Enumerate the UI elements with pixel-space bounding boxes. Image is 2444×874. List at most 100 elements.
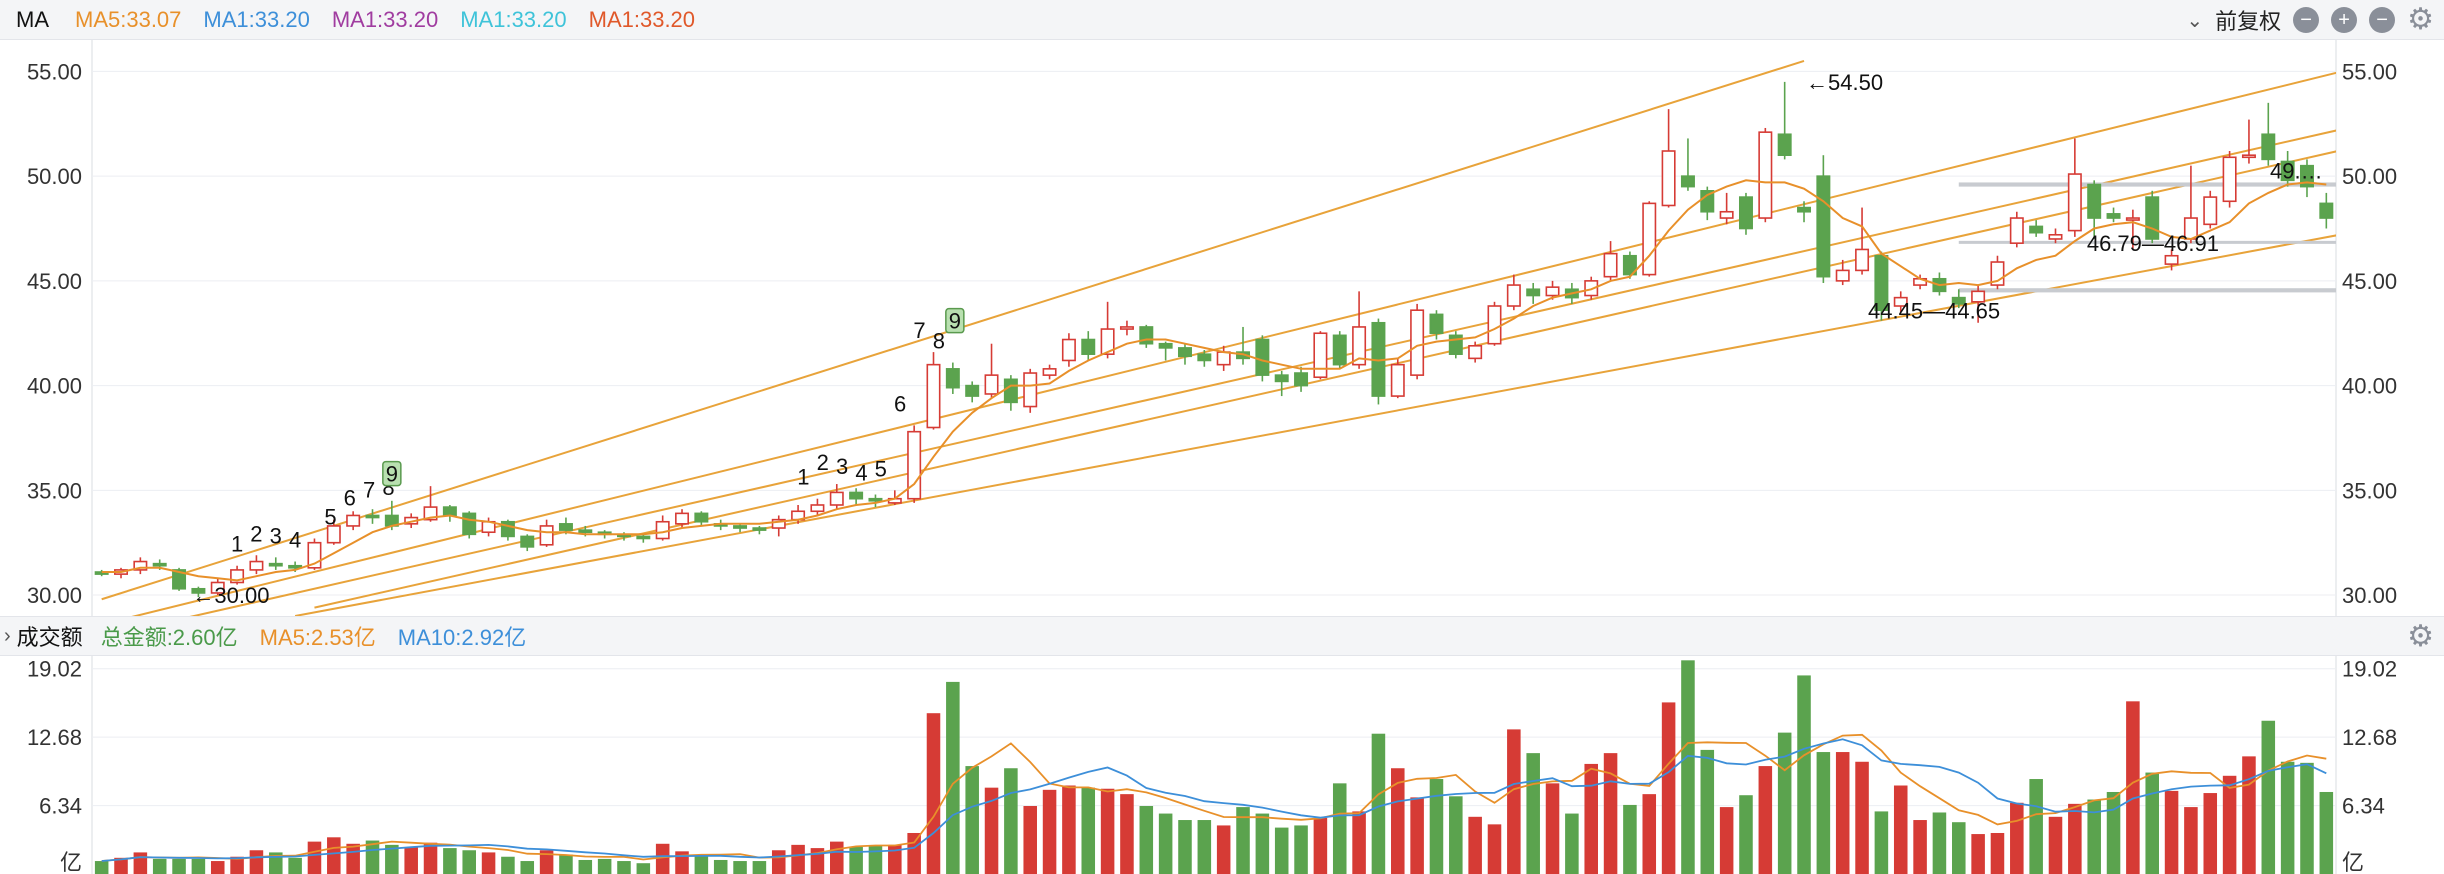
- candle-body: [1061, 338, 1076, 362]
- volume-bar: [1449, 796, 1463, 874]
- candle-body: [2029, 225, 2044, 234]
- plus-circle-icon[interactable]: +: [2331, 7, 2358, 33]
- price-tick-right: 45.00: [2342, 269, 2397, 294]
- chevron-down-icon[interactable]: ⌄: [2186, 9, 2204, 32]
- candle-body: [1777, 133, 1792, 157]
- candle-body: [1100, 328, 1115, 355]
- volume-bar: [288, 857, 302, 874]
- candle-body: [2203, 196, 2218, 226]
- volume-bar: [1739, 795, 1753, 874]
- candle-body: [1642, 202, 1657, 276]
- price-tick-left: 55.00: [27, 59, 82, 84]
- candle-body: [1874, 254, 1889, 311]
- volume-bar: [1042, 789, 1057, 874]
- volume-bar: [617, 861, 631, 874]
- support-label: 46.79—46.91: [2087, 231, 2219, 256]
- candle-body: [1719, 210, 1734, 219]
- volume-bar: [830, 841, 844, 874]
- volume-bar: [752, 861, 767, 874]
- indicator-name[interactable]: MA: [16, 6, 49, 32]
- volume-bar: [713, 859, 728, 874]
- collapse-chevron-icon[interactable]: ›: [4, 624, 11, 647]
- volume-bar: [2010, 802, 2024, 874]
- volume-ma10-line: [101, 738, 2327, 862]
- price-tick-left: 35.00: [27, 478, 82, 503]
- volume-bar: [1352, 811, 1366, 874]
- candle-body: [2299, 164, 2314, 188]
- candle-body: [1332, 334, 1347, 366]
- resistance-label: 49.…: [2270, 159, 2323, 184]
- price-tick-left: 45.00: [27, 269, 82, 294]
- volume-bar: [1913, 820, 1927, 874]
- volume-tick-right: 6.34: [2342, 794, 2385, 819]
- candle-body: [636, 535, 651, 540]
- candle-body: [1313, 332, 1328, 379]
- td-count: 1: [797, 465, 809, 490]
- volume-bar: [114, 857, 128, 874]
- td-count: 2: [817, 450, 829, 475]
- volume-bar: [133, 852, 148, 874]
- volume-tick-left: 6.34: [39, 794, 82, 819]
- volume-header: › 成交额 总金额:2.60亿 MA5:2.53亿 MA10:2.92亿 ⚙: [0, 616, 2444, 656]
- low-label: ←30.00: [192, 583, 269, 608]
- price-tick-left: 30.00: [27, 583, 82, 608]
- volume-bar: [423, 842, 438, 874]
- candle-body: [1622, 254, 1637, 276]
- volume-bar: [1487, 824, 1502, 874]
- volume-bar: [1468, 816, 1482, 874]
- price-tick-left: 40.00: [27, 374, 82, 399]
- volume-bar: [1952, 822, 1966, 874]
- volume-bar: [1874, 811, 1889, 874]
- candle-body: [2048, 233, 2063, 240]
- volume-bar: [1565, 813, 1579, 874]
- volume-bar: [539, 850, 554, 874]
- chart-controls: ⌄ 前复权 − + − ⚙: [2186, 0, 2434, 40]
- candle-body: [1700, 190, 1715, 213]
- volume-indicator-name[interactable]: 成交额: [16, 625, 83, 650]
- candle-body: [1255, 338, 1270, 376]
- candle-body: [984, 374, 999, 395]
- volume-bar: [2087, 799, 2101, 874]
- td-nine-badge: [382, 460, 402, 487]
- support-zone: [1958, 182, 2336, 187]
- candle-body: [2067, 173, 2082, 232]
- volume-bar: [1294, 825, 1308, 874]
- volume-bar: [1236, 807, 1250, 874]
- ma1-value-blue: MA1:33.20: [203, 6, 310, 32]
- volume-bar: [1332, 783, 1347, 874]
- volume-bar: [771, 850, 786, 874]
- volume-bar: [597, 858, 612, 874]
- volume-bar: [1178, 820, 1192, 874]
- gear-icon[interactable]: ⚙: [2407, 620, 2434, 653]
- candle-body: [868, 497, 883, 502]
- volume-bar: [2106, 791, 2121, 874]
- candle-body: [346, 514, 361, 527]
- support-label: 44.45—44.65: [1868, 298, 2000, 323]
- volume-bar: [1758, 766, 1773, 874]
- volume-bar: [346, 843, 360, 874]
- volume-bar: [1391, 768, 1405, 874]
- volume-bar: [191, 858, 206, 874]
- volume-bar: [926, 713, 941, 874]
- candle-body: [365, 514, 380, 519]
- volume-ma5-line: [101, 733, 2327, 862]
- volume-bar: [1700, 749, 1715, 874]
- total-amount: 总金额:2.60亿: [100, 625, 238, 650]
- adjust-dropdown[interactable]: 前复权: [2215, 9, 2282, 34]
- volume-tick-left: 19.02: [27, 657, 82, 682]
- candle-body: [2009, 217, 2024, 244]
- volume-bar: [2280, 761, 2295, 874]
- zoom-out-icon[interactable]: −: [2369, 7, 2396, 33]
- ma1-value-cyan: MA1:33.20: [460, 6, 567, 32]
- candle-body: [1023, 372, 1038, 408]
- gear-icon[interactable]: ⚙: [2407, 3, 2434, 36]
- volume-bar: [1855, 761, 1869, 874]
- volume-bar: [1429, 779, 1444, 874]
- candle-body: [733, 525, 748, 529]
- volume-tick-right: 12.68: [2342, 725, 2397, 750]
- volume-bar: [327, 837, 341, 874]
- price-tick-right: 50.00: [2342, 164, 2397, 189]
- minus-circle-icon[interactable]: −: [2293, 7, 2320, 33]
- volume-bar: [1584, 763, 1598, 874]
